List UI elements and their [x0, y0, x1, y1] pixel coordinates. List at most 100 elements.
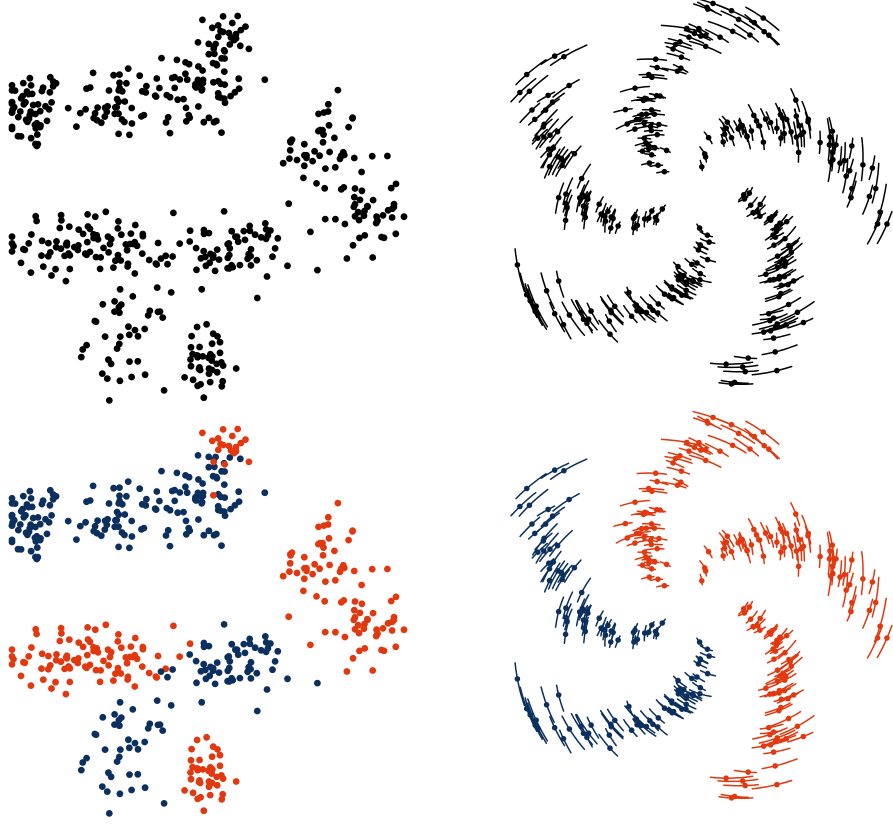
scatter-point: [98, 783, 106, 790]
swirl-streak: [751, 365, 793, 376]
swirl-point: [659, 206, 666, 212]
swirl-point: [545, 506, 551, 513]
swirl-point: [632, 85, 638, 91]
scatter-point: [116, 746, 124, 753]
scatter-point: [194, 452, 202, 459]
swirl-point: [656, 121, 662, 128]
scatter-point: [8, 81, 16, 89]
scatter-point: [343, 255, 351, 262]
scatter-point: [213, 530, 220, 538]
scatter-point: [221, 48, 229, 55]
swirl-streak: [801, 514, 812, 545]
scatter-point: [356, 609, 364, 617]
swirl-streak: [518, 74, 549, 103]
swirl-point: [783, 218, 790, 225]
scatter-point: [350, 616, 358, 624]
scatter-point: [215, 669, 223, 676]
swirl-point: [783, 632, 790, 639]
scatter-point: [34, 101, 42, 108]
swirl-point: [747, 616, 754, 622]
swirl-point: [648, 127, 655, 134]
swirl-point: [543, 288, 550, 294]
swirl-point: [585, 316, 592, 323]
scatter-point: [350, 203, 358, 211]
swirl-point: [636, 116, 643, 123]
scatter-point: [105, 356, 112, 364]
swirl-point: [689, 277, 695, 284]
swirl-point: [655, 576, 661, 582]
scatter-point: [187, 356, 194, 363]
swirl-point: [774, 539, 780, 545]
scatter-point: [213, 61, 221, 69]
scatter-point: [20, 658, 27, 666]
scatter-point: [221, 468, 229, 475]
swirl-point: [562, 631, 569, 638]
scatter-point: [189, 376, 197, 384]
scatter-point: [351, 625, 359, 633]
scatter-point: [105, 662, 112, 669]
swirl-point: [866, 193, 873, 200]
swirl-streak: [763, 747, 791, 755]
scatter-point: [321, 597, 329, 605]
scatter-point: [211, 680, 219, 688]
swirl-streak: [555, 270, 565, 298]
scatter-point: [45, 106, 53, 113]
swirl-streak: [636, 58, 668, 61]
scatter-point: [17, 94, 25, 102]
swirl-arm: [510, 458, 667, 650]
scatter-point: [300, 575, 308, 583]
scatter-point: [43, 530, 51, 538]
scatter-point: [261, 76, 269, 84]
swirl-point: [663, 561, 670, 568]
swirl-point: [720, 553, 726, 559]
scatter-point: [187, 343, 195, 351]
swirl-point: [554, 128, 561, 135]
scatter-point: [46, 88, 54, 96]
scatter-point: [53, 238, 60, 245]
swirl-point: [645, 71, 652, 78]
swirl-point: [675, 277, 682, 283]
scatter-point: [208, 437, 216, 445]
swirl-point: [532, 530, 538, 537]
swirl-point: [748, 128, 755, 134]
swirl-point: [772, 349, 778, 355]
swirl-point: [648, 566, 655, 572]
scatter-point: [8, 536, 16, 544]
swirl-streak: [555, 684, 565, 712]
scatter-point: [300, 174, 307, 182]
swirl-streak: [862, 184, 874, 215]
swirl-point: [605, 208, 611, 215]
scatter-point: [326, 148, 333, 156]
swirl-point: [771, 242, 777, 248]
swirl-point: [756, 123, 763, 129]
swirl-point: [774, 637, 780, 644]
swirl-point: [654, 64, 660, 71]
scatter-point: [106, 653, 114, 661]
swirl-point: [656, 535, 662, 542]
swirl-point: [778, 549, 784, 555]
scatter-point: [185, 524, 193, 532]
scatter-point: [76, 522, 84, 530]
swirl-point: [652, 628, 659, 635]
scatter-point: [205, 453, 213, 461]
scatter-point: [247, 665, 255, 673]
swirl-point: [744, 134, 750, 140]
scatter-point: [186, 238, 194, 245]
swirl-point: [639, 148, 646, 154]
scatter-point: [8, 661, 16, 668]
scatter-point: [236, 42, 244, 50]
swirl-point: [706, 239, 712, 245]
swirl-point: [846, 581, 853, 588]
scatter-point: [52, 492, 60, 500]
swirl-point: [763, 685, 769, 692]
scatter-point: [214, 446, 222, 454]
scatter-point: [186, 640, 194, 648]
swirl-streak: [873, 183, 887, 229]
scatter-point: [8, 653, 16, 660]
swirl-point: [560, 735, 567, 742]
scatter-point: [22, 98, 29, 106]
scatter-point: [61, 665, 68, 673]
scatter-point: [300, 587, 307, 595]
swirl-point: [547, 546, 553, 552]
swirl-point: [760, 429, 766, 435]
